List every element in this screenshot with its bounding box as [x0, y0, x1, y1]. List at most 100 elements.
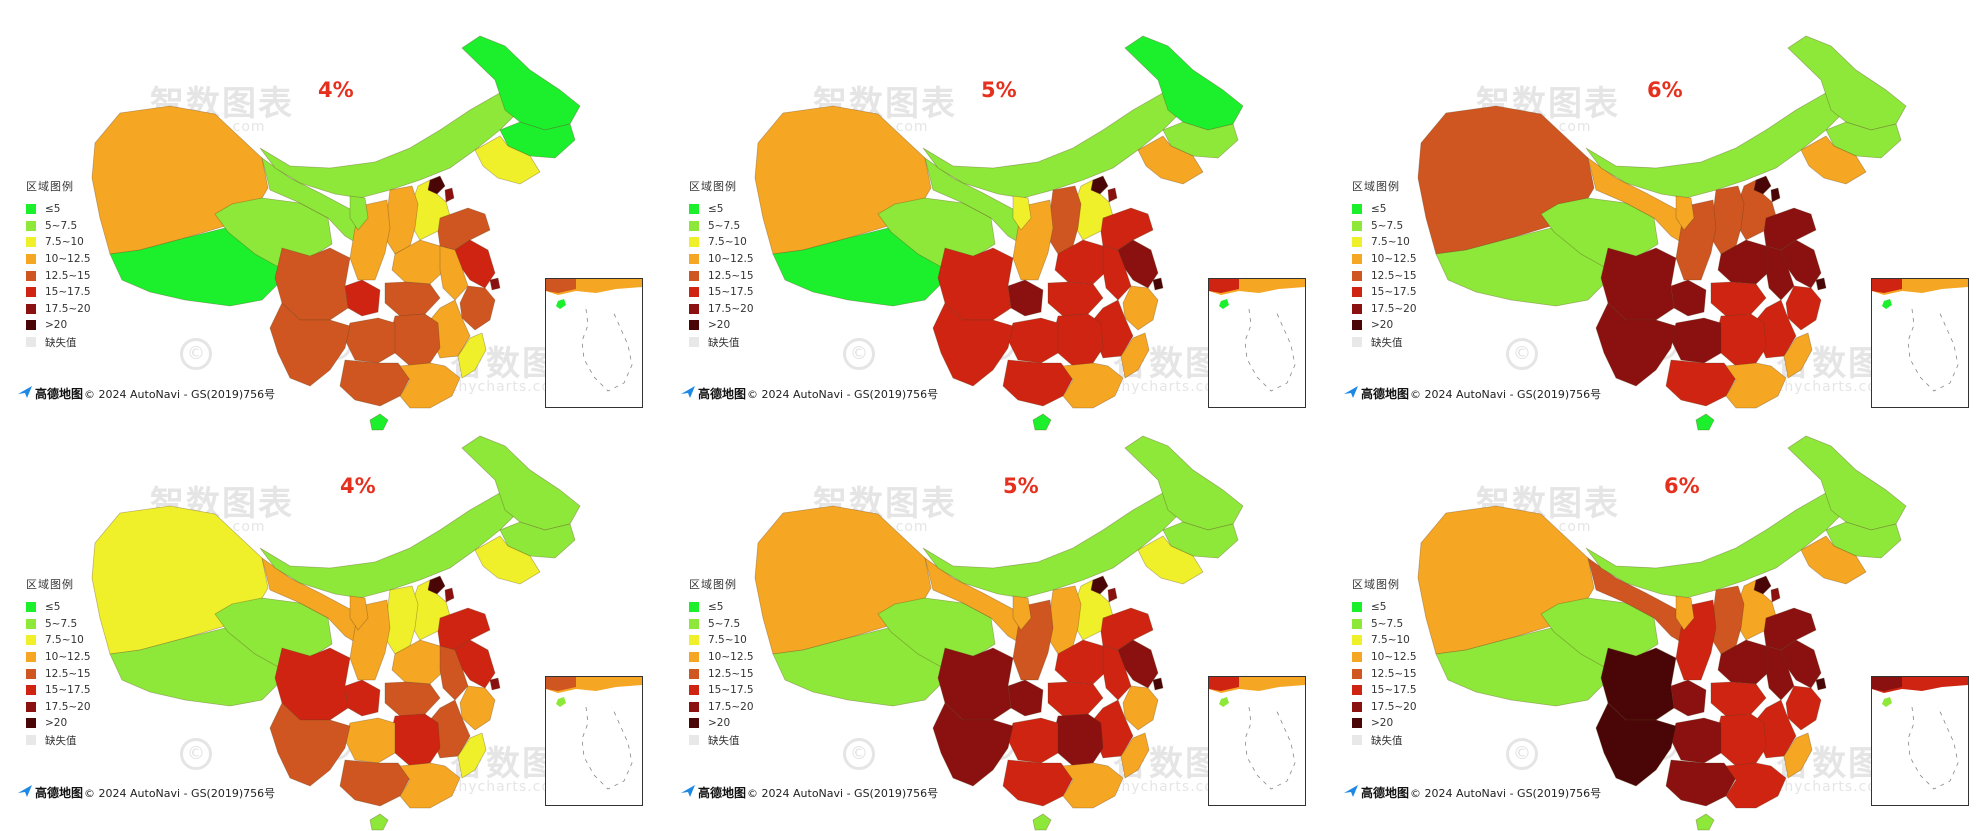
- province-region-nx[interactable]: [1675, 595, 1695, 631]
- province-region-nm[interactable]: [259, 489, 523, 599]
- legend-item[interactable]: >20: [26, 715, 91, 732]
- province-region-qh[interactable]: [1540, 197, 1659, 269]
- legend-item[interactable]: 5~7.5: [1352, 616, 1417, 633]
- province-region-sc[interactable]: [937, 647, 1014, 721]
- province-region-sh[interactable]: [1152, 277, 1164, 291]
- province-region-cq[interactable]: [1007, 679, 1044, 717]
- province-region-hun[interactable]: [389, 313, 441, 367]
- province-region-cq[interactable]: [1670, 279, 1707, 317]
- province-region-ln[interactable]: [1800, 535, 1867, 585]
- province-region-hn[interactable]: [1054, 239, 1109, 285]
- province-region-sc[interactable]: [274, 647, 351, 721]
- legend-item[interactable]: 5~7.5: [26, 616, 91, 633]
- legend-item[interactable]: 17.5~20: [26, 699, 91, 716]
- province-region-hun[interactable]: [1052, 313, 1104, 367]
- province-region-gd[interactable]: [1062, 762, 1124, 809]
- legend-item[interactable]: 15~17.5: [1352, 284, 1417, 301]
- legend-item[interactable]: 17.5~20: [1352, 301, 1417, 318]
- province-region-sh[interactable]: [1815, 677, 1827, 691]
- province-region-nm[interactable]: [922, 489, 1186, 599]
- legend-item[interactable]: ≤5: [1352, 599, 1417, 616]
- province-region-hn[interactable]: [391, 639, 446, 685]
- province-region-nx[interactable]: [1012, 595, 1032, 631]
- legend-item[interactable]: ≤5: [26, 201, 91, 218]
- legend-item[interactable]: 5~7.5: [1352, 218, 1417, 235]
- province-region-ln[interactable]: [474, 535, 541, 585]
- province-region-gx[interactable]: [1002, 359, 1074, 407]
- province-region-gx[interactable]: [1665, 759, 1737, 807]
- province-region-hlj[interactable]: [461, 35, 581, 131]
- legend-item[interactable]: 7.5~10: [689, 234, 754, 251]
- province-region-zj[interactable]: [1785, 285, 1822, 331]
- province-region-ah[interactable]: [1765, 645, 1795, 701]
- province-region-gx[interactable]: [1002, 759, 1074, 807]
- province-region-fj[interactable]: [457, 332, 487, 379]
- province-region-gd[interactable]: [1725, 362, 1787, 409]
- legend-item[interactable]: 15~17.5: [689, 284, 754, 301]
- legend-item[interactable]: 12.5~15: [1352, 665, 1417, 682]
- province-region-yn[interactable]: [932, 702, 1014, 787]
- province-region-nx[interactable]: [349, 195, 369, 231]
- province-region-hn[interactable]: [1717, 239, 1772, 285]
- province-region-hlj[interactable]: [1124, 435, 1244, 531]
- province-region-bj[interactable]: [1753, 175, 1772, 195]
- province-region-bj[interactable]: [427, 175, 446, 195]
- province-region-nx[interactable]: [1012, 195, 1032, 231]
- province-region-fj[interactable]: [1120, 732, 1150, 779]
- province-region-gz[interactable]: [1670, 317, 1722, 364]
- province-region-tj[interactable]: [1107, 187, 1118, 203]
- province-region-cq[interactable]: [344, 279, 381, 317]
- province-region-tj[interactable]: [1770, 187, 1781, 203]
- legend-item[interactable]: ≤5: [689, 201, 754, 218]
- legend-item[interactable]: 7.5~10: [689, 632, 754, 649]
- province-region-bj[interactable]: [1753, 575, 1772, 595]
- province-region-zj[interactable]: [459, 285, 496, 331]
- legend-item[interactable]: >20: [1352, 317, 1417, 334]
- legend-item[interactable]: 5~7.5: [689, 218, 754, 235]
- province-region-fj[interactable]: [1783, 732, 1813, 779]
- legend-item[interactable]: 12.5~15: [689, 665, 754, 682]
- province-region-sc[interactable]: [1600, 247, 1677, 321]
- province-region-sh[interactable]: [489, 277, 501, 291]
- province-region-sc[interactable]: [937, 247, 1014, 321]
- province-region-fj[interactable]: [457, 732, 487, 779]
- province-region-nx[interactable]: [1675, 195, 1695, 231]
- legend-item[interactable]: 10~12.5: [689, 649, 754, 666]
- province-region-zj[interactable]: [1122, 685, 1159, 731]
- province-region-hn[interactable]: [1054, 639, 1109, 685]
- province-region-bj[interactable]: [1090, 575, 1109, 595]
- province-region-hub[interactable]: [1047, 281, 1104, 317]
- province-region-ln[interactable]: [1137, 535, 1204, 585]
- province-region-zj[interactable]: [459, 685, 496, 731]
- legend-item[interactable]: ≤5: [26, 599, 91, 616]
- province-region-ln[interactable]: [1800, 135, 1867, 185]
- legend-item[interactable]: 缺失值: [689, 334, 754, 351]
- province-region-hub[interactable]: [384, 281, 441, 317]
- province-region-nx[interactable]: [349, 595, 369, 631]
- province-region-ah[interactable]: [439, 645, 469, 701]
- province-region-sc[interactable]: [1600, 647, 1677, 721]
- legend-item[interactable]: 10~12.5: [689, 251, 754, 268]
- province-region-gx[interactable]: [339, 359, 411, 407]
- legend-item[interactable]: 15~17.5: [689, 682, 754, 699]
- province-region-cq[interactable]: [1007, 279, 1044, 317]
- legend-item[interactable]: 缺失值: [26, 334, 91, 351]
- legend-item[interactable]: 12.5~15: [689, 267, 754, 284]
- legend-item[interactable]: 10~12.5: [1352, 251, 1417, 268]
- province-region-nm[interactable]: [259, 89, 523, 199]
- legend-item[interactable]: 7.5~10: [26, 632, 91, 649]
- province-region-gd[interactable]: [399, 362, 461, 409]
- province-region-ah[interactable]: [1765, 245, 1795, 301]
- province-region-tj[interactable]: [1107, 587, 1118, 603]
- province-region-cq[interactable]: [344, 679, 381, 717]
- legend-item[interactable]: >20: [1352, 715, 1417, 732]
- legend-item[interactable]: 17.5~20: [689, 301, 754, 318]
- province-region-gz[interactable]: [344, 317, 396, 364]
- province-region-sc[interactable]: [274, 247, 351, 321]
- legend-item[interactable]: 12.5~15: [26, 267, 91, 284]
- legend-item[interactable]: ≤5: [1352, 201, 1417, 218]
- province-region-sh[interactable]: [489, 677, 501, 691]
- legend-item[interactable]: ≤5: [689, 599, 754, 616]
- province-region-hn[interactable]: [1717, 639, 1772, 685]
- legend-item[interactable]: 7.5~10: [1352, 234, 1417, 251]
